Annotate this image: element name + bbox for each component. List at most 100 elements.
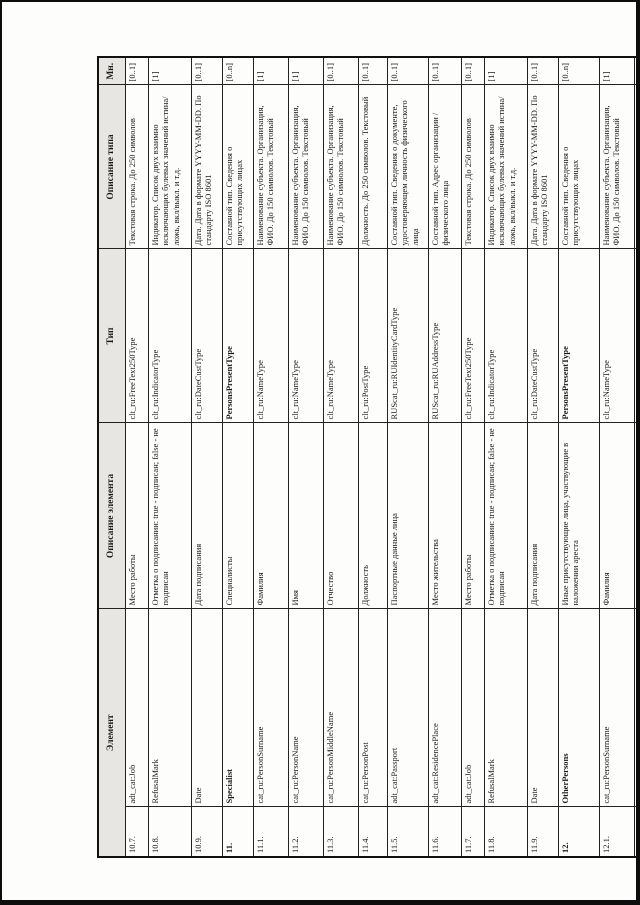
cell-element-name: Date <box>527 608 559 807</box>
cell-number: 12. <box>558 807 600 857</box>
cell-element-name: RefusalMark <box>484 608 528 807</box>
cell-element-description: Отчество <box>323 422 359 609</box>
cell-multiplicity: [0..1] <box>358 56 388 85</box>
cell-element-description: Дата подписания <box>527 422 559 609</box>
cell-type-description: Индикатор. Список двух взаимно исключающ… <box>148 84 192 249</box>
cell-multiplicity: [1] <box>288 56 324 85</box>
cell-number: 11.2. <box>288 807 324 857</box>
cell-type: RUScat_ru:RUIdentityCardType <box>387 248 429 423</box>
cell-element-name: RefusalMark <box>148 608 192 807</box>
cell-element-name: adt_cat:ResidencePlace <box>428 608 462 807</box>
cell-multiplicity: [0..1] <box>527 56 559 85</box>
cell-multiplicity: [0..1] <box>191 56 223 85</box>
cell-type-description: Текстовая строка. До 250 символов <box>461 84 485 249</box>
cell-number: 10.7. <box>125 807 149 857</box>
cell-type: clt_ru:NameType <box>599 248 635 423</box>
cell-element-name: cat_ru:PersonName <box>634 608 640 807</box>
cell-type-description: Наименование субъекта. Организация, ФИО.… <box>253 84 289 249</box>
cell-type: PersonsPresentType <box>558 248 600 423</box>
cell-multiplicity: [1] <box>148 56 192 85</box>
cell-type-description: Наименование субъекта. Организация, ФИО.… <box>323 84 359 249</box>
cell-type-description: Наименование субъекта. Организация, ФИО.… <box>288 84 324 249</box>
table-row: 11.8. RefusalMark Отметка о подписании: … <box>484 56 528 857</box>
cell-element-name: adt_cat:Job <box>125 608 149 807</box>
cell-number: 12.1. <box>599 807 635 857</box>
cell-element-name: cat_ru:PersonSurname <box>599 608 635 807</box>
cell-element-description: Место жительства <box>428 422 462 609</box>
cell-element-name: cat_ru:PersonName <box>288 608 324 807</box>
table-row: 10.9. Date Дата подписания clt_ru:DateCu… <box>191 56 223 857</box>
cell-type-description: Текстовая строка. До 250 символов <box>125 84 149 249</box>
cell-multiplicity: [0..1] <box>387 56 429 85</box>
spec-table-rotated-90ccw: Элемент Описание элемента Тип Описание т… <box>97 55 640 858</box>
table-row: 11.4. cat_ru:PersonPost Должность clt_ru… <box>358 56 388 857</box>
cell-element-description: Имя <box>634 422 640 609</box>
cell-element-description: Место работы <box>461 422 485 609</box>
table-row: 10.7. adt_cat:Job Место работы clt_ru:Fr… <box>125 56 149 857</box>
cell-number: 10.8. <box>148 807 192 857</box>
cell-type-description: Дата. Дата в формате YYYY-MM-DD. По стан… <box>527 84 559 249</box>
cell-multiplicity: [0..1] <box>125 56 149 85</box>
cell-element-description: Специалисты <box>222 422 254 609</box>
cell-element-name: adt_cat:Job <box>461 608 485 807</box>
cell-element-name: adt_cat:Passport <box>387 608 429 807</box>
table-row-section: 11. Specialist Специалисты PersonsPresen… <box>222 56 254 857</box>
cell-type-description: Наименование субъекта. Организация, ФИО.… <box>599 84 635 249</box>
cell-type: PersonsPresentType <box>222 248 254 423</box>
cell-number: 11.8. <box>484 807 528 857</box>
cell-type: clt_ru:NameType <box>323 248 359 423</box>
table-row: 11.7. adt_cat:Job Место работы clt_ru:Fr… <box>461 56 485 857</box>
table-row: 11.9. Date Дата подписания clt_ru:DateCu… <box>527 56 559 857</box>
cell-multiplicity: [1] <box>634 56 640 85</box>
col-header-type-desc: Описание типа <box>98 84 126 249</box>
cell-element-description: Имя <box>288 422 324 609</box>
table-row: 11.3. cat_ru:PersonMiddleName Отчество c… <box>323 56 359 857</box>
cell-type-description: Наименование субъекта. Организация, ФИО.… <box>634 84 640 249</box>
col-header-type: Тип <box>98 248 126 423</box>
cell-multiplicity: [1] <box>484 56 528 85</box>
cell-multiplicity: [1] <box>599 56 635 85</box>
cell-multiplicity: [0..1] <box>461 56 485 85</box>
cell-element-description: Дата подписания <box>191 422 223 609</box>
cell-number: 11.7. <box>461 807 485 857</box>
table-row: 10.8. RefusalMark Отметка о подписании: … <box>148 56 192 857</box>
cell-type-description: Составной тип. Сведения о документе, удо… <box>387 84 429 249</box>
cell-type-description: Индикатор. Список двух взаимно исключающ… <box>484 84 528 249</box>
table-row: 12.2. cat_ru:PersonName Имя clt_ru:NameT… <box>634 56 640 857</box>
cell-type: clt_ru:FreeText250Type <box>125 248 149 423</box>
cell-number: 11. <box>222 807 254 857</box>
cell-element-name: Specialist <box>222 608 254 807</box>
cell-multiplicity: [1] <box>253 56 289 85</box>
cell-multiplicity: [0..1] <box>323 56 359 85</box>
cell-number: 11.9. <box>527 807 559 857</box>
table-row: 11.1. cat_ru:PersonSurname Фамилия clt_r… <box>253 56 289 857</box>
cell-type: clt_ru:NameType <box>288 248 324 423</box>
header-row: Элемент Описание элемента Тип Описание т… <box>98 56 126 857</box>
cell-number: 11.5. <box>387 807 429 857</box>
cell-type: clt_ru:NameType <box>253 248 289 423</box>
cell-number: 10.9. <box>191 807 223 857</box>
cell-multiplicity: [0..1] <box>428 56 462 85</box>
col-header-element: Элемент <box>98 608 126 857</box>
cell-element-description: Отметка о подписании: true - подписан; f… <box>148 422 192 609</box>
cell-number: 11.4. <box>358 807 388 857</box>
table-row: 11.6. adt_cat:ResidencePlace Место жител… <box>428 56 462 857</box>
cell-number: 11.1. <box>253 807 289 857</box>
cell-type: clt_ru:IndicatorType <box>484 248 528 423</box>
xml-spec-table: Элемент Описание элемента Тип Описание т… <box>97 55 640 858</box>
cell-type: clt_ru:FreeText250Type <box>461 248 485 423</box>
cell-type-description: Должность. До 250 символов. Текстовый <box>358 84 388 249</box>
cell-element-name: OtherPersons <box>558 608 600 807</box>
cell-element-name: cat_ru:PersonSurname <box>253 608 289 807</box>
cell-element-name: Date <box>191 608 223 807</box>
cell-type: clt_ru:PostType <box>358 248 388 423</box>
cell-element-description: Должность <box>358 422 388 609</box>
cell-element-description: Фамилия <box>253 422 289 609</box>
col-header-mult: Мн. <box>98 56 126 85</box>
cell-type-description: Составной тип. Сведения о присутствующих… <box>222 84 254 249</box>
cell-number: 11.3. <box>323 807 359 857</box>
cell-element-name: cat_ru:PersonMiddleName <box>323 608 359 807</box>
cell-type-description: Дата. Дата в формате YYYY-MM-DD. По стан… <box>191 84 223 249</box>
cell-type-description: Составной тип. Адрес организации / физич… <box>428 84 462 249</box>
